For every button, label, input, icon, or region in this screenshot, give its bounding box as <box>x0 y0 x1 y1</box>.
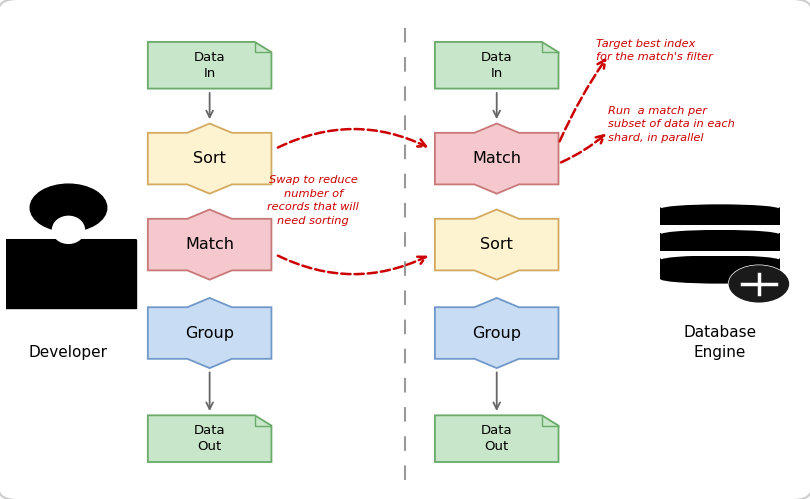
Text: Sort: Sort <box>194 151 226 166</box>
Polygon shape <box>1 240 136 271</box>
Ellipse shape <box>660 228 780 238</box>
Text: Match: Match <box>472 151 521 166</box>
Ellipse shape <box>660 253 780 263</box>
Ellipse shape <box>53 217 84 244</box>
PathPatch shape <box>147 298 271 368</box>
PathPatch shape <box>435 210 559 279</box>
PathPatch shape <box>147 42 271 89</box>
Text: Data
Out: Data Out <box>481 424 513 453</box>
Ellipse shape <box>660 274 780 283</box>
Text: Developer: Developer <box>29 345 108 360</box>
Bar <box>660 233 780 253</box>
Text: Group: Group <box>185 325 234 340</box>
PathPatch shape <box>435 42 559 89</box>
PathPatch shape <box>147 415 271 462</box>
Text: Target best index
for the match's filter: Target best index for the match's filter <box>596 39 713 62</box>
Text: Swap to reduce
number of
records that will
need sorting: Swap to reduce number of records that wi… <box>267 175 359 226</box>
Text: Sort: Sort <box>480 237 514 252</box>
Bar <box>660 251 780 256</box>
Text: Match: Match <box>185 237 234 252</box>
PathPatch shape <box>147 210 271 279</box>
PathPatch shape <box>147 124 271 194</box>
Text: Data
Out: Data Out <box>194 424 225 453</box>
Bar <box>660 207 780 228</box>
Circle shape <box>728 265 789 302</box>
Text: Group: Group <box>472 325 521 340</box>
Text: Data
In: Data In <box>481 51 513 80</box>
Ellipse shape <box>660 203 780 212</box>
PathPatch shape <box>435 415 559 462</box>
Circle shape <box>30 184 107 232</box>
PathPatch shape <box>435 124 559 194</box>
Circle shape <box>728 265 789 302</box>
Text: Data
In: Data In <box>194 51 225 80</box>
Text: Database
Engine: Database Engine <box>684 325 757 360</box>
Bar <box>660 226 780 231</box>
Text: Run  a match per
subset of data in each
shard, in parallel: Run a match per subset of data in each s… <box>608 106 735 143</box>
Bar <box>660 258 780 279</box>
PathPatch shape <box>435 298 559 368</box>
Polygon shape <box>1 240 136 308</box>
